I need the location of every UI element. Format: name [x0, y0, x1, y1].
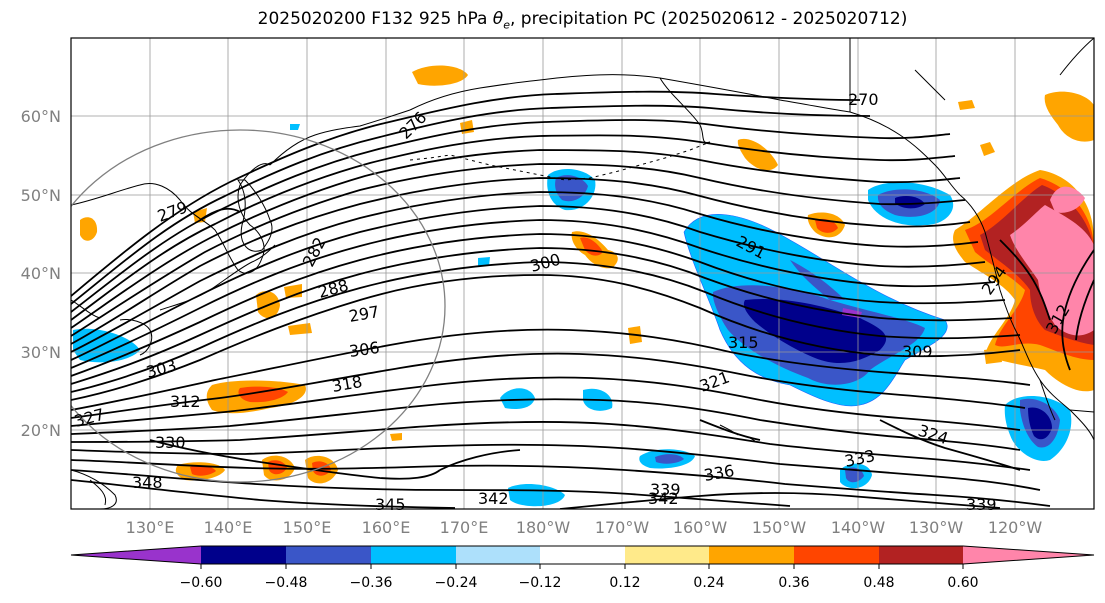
- lon-label-170e: 170°E: [440, 518, 489, 537]
- colorbar-segment: [963, 546, 1094, 564]
- contour-label-309: 309: [902, 342, 933, 361]
- lat-label-40n: 40°N: [21, 264, 61, 283]
- contour-label-312-a: 312: [170, 392, 201, 411]
- colorbar-segment: [794, 546, 879, 564]
- lon-label-170w: 170°W: [595, 518, 650, 537]
- lat-label-30n: 30°N: [21, 343, 61, 362]
- map-background: [71, 38, 1094, 509]
- colorbar-segment: [286, 546, 371, 564]
- latitude-labels: 60°N 50°N 40°N 30°N 20°N: [21, 107, 61, 440]
- contour-label-306: 306: [348, 338, 381, 361]
- colorbar-tick-labels: −0.60 −0.48 −0.36 −0.24 −0.12 0.12 0.24 …: [180, 575, 979, 591]
- colorbar-segment: [71, 546, 201, 564]
- contour-label-339-b: 339: [966, 495, 997, 514]
- colorbar-label-6: 0.24: [693, 575, 724, 591]
- colorbar-ticks: [200, 564, 964, 569]
- colorbar-label-1: −0.48: [265, 575, 308, 591]
- contour-label-339-a: 339: [650, 480, 681, 499]
- colorbar-label-8: 0.48: [863, 575, 894, 591]
- colorbar-segment: [456, 546, 540, 564]
- lon-label-160e: 160°E: [362, 518, 411, 537]
- contour-label-315: 315: [728, 333, 759, 352]
- contour-label-342-b: 342: [648, 489, 679, 508]
- lon-label-150e: 150°E: [283, 518, 332, 537]
- lon-label-160w: 160°W: [673, 518, 728, 537]
- colorbar-segment: [879, 546, 963, 564]
- graticule: [71, 38, 1094, 509]
- contour-label-348: 348: [132, 473, 163, 492]
- lon-label-140e: 140°E: [204, 518, 253, 537]
- lon-label-130w: 130°W: [909, 518, 964, 537]
- lat-label-50n: 50°N: [21, 186, 61, 205]
- colorbar-label-5: 0.12: [609, 575, 640, 591]
- map-frame: [70, 37, 1095, 510]
- lon-label-180w: 180°W: [516, 518, 571, 537]
- lon-label-150w: 150°W: [752, 518, 807, 537]
- colorbar-label-9: 0.60: [947, 575, 978, 591]
- contour-label-330: 330: [155, 433, 186, 452]
- colorbar-segment: [709, 546, 794, 564]
- contour-label-342-a: 342: [478, 489, 509, 508]
- contour-label-345: 345: [375, 495, 406, 514]
- longitude-labels: 130°E 140°E 150°E 160°E 170°E 180°W 170°…: [126, 518, 1043, 537]
- lon-label-130e: 130°E: [126, 518, 175, 537]
- highlight-circle: [71, 129, 446, 483]
- contour-label-270-a: 270: [848, 90, 879, 109]
- colorbar-segment: [540, 546, 625, 564]
- lon-label-120w: 120°W: [988, 518, 1043, 537]
- colorbar-segment: [625, 546, 709, 564]
- map-title: 2025020200 F132 925 hPa θe, precipitatio…: [257, 9, 908, 32]
- colorbar-label-3: −0.24: [435, 575, 478, 591]
- colorbar-segments: [70, 545, 1095, 565]
- theta-e-contours: [71, 90, 1094, 509]
- colorbar-label-2: −0.36: [350, 575, 393, 591]
- lon-label-140w: 140°W: [831, 518, 886, 537]
- colorbar-segment: [371, 546, 456, 564]
- lat-label-60n: 60°N: [21, 107, 61, 126]
- lat-label-20n: 20°N: [21, 421, 61, 440]
- colorbar-label-0: −0.60: [180, 575, 223, 591]
- colorbar: −0.60 −0.48 −0.36 −0.24 −0.12 0.12 0.24 …: [70, 545, 1095, 591]
- colorbar-segment: [201, 546, 286, 564]
- colorbar-label-7: 0.36: [778, 575, 809, 591]
- colorbar-label-4: −0.12: [519, 575, 562, 591]
